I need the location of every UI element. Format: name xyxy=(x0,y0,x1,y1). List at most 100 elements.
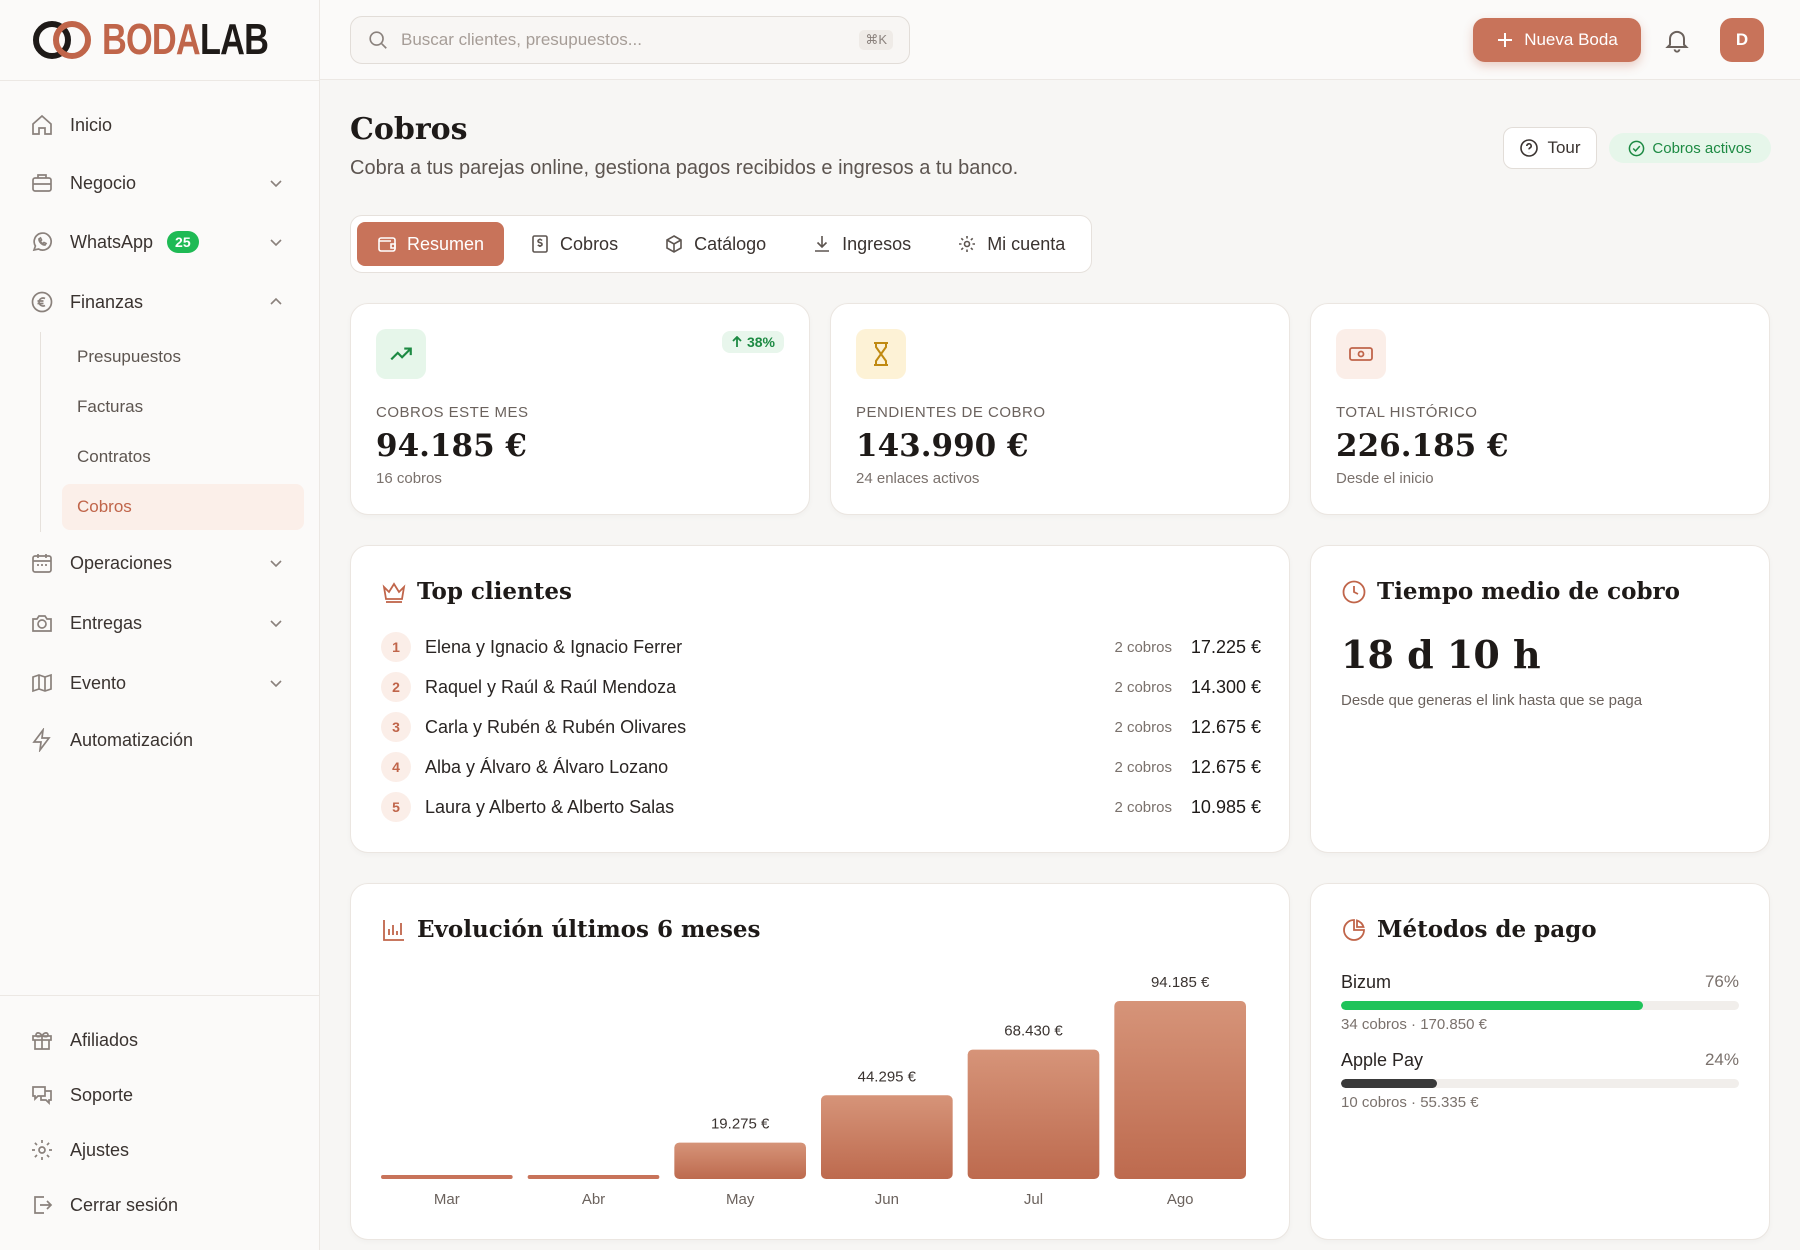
sidebar-item-whatsapp[interactable]: WhatsApp 25 xyxy=(30,222,292,262)
home-icon xyxy=(32,114,52,135)
sidebar-item-label: Soporte xyxy=(70,1084,134,1105)
client-count: 2 cobros xyxy=(1114,758,1172,776)
stat-label: TOTAL HISTÓRICO xyxy=(1336,404,1478,421)
bar-value-label: 94.185 € xyxy=(1151,974,1210,991)
bar-jul[interactable] xyxy=(967,1049,1100,1179)
stat-card-cobros-mes: 38% COBROS ESTE MES 94.185 € 16 cobros xyxy=(350,303,810,515)
bar-ago[interactable] xyxy=(1114,1001,1246,1179)
stat-value: 143.990 € xyxy=(856,428,1029,464)
bar-mar[interactable] xyxy=(381,1175,513,1179)
top-clients-title: Top clientes xyxy=(417,578,572,605)
table-row[interactable]: 3 Carla y Rubén & Rubén Olivares 2 cobro… xyxy=(381,712,1261,742)
table-row[interactable]: 2 Raquel y Raúl & Raúl Mendoza 2 cobros … xyxy=(381,672,1261,702)
bar-abr[interactable] xyxy=(527,1175,660,1179)
sidebar-item-label: WhatsApp xyxy=(70,231,154,252)
notification-bell-icon[interactable] xyxy=(1663,26,1691,54)
sidebar-item-cerrar-sesion[interactable]: Cerrar sesión xyxy=(30,1185,292,1225)
tour-button[interactable]: Tour xyxy=(1503,127,1597,169)
client-name: Alba y Álvaro & Álvaro Lozano xyxy=(425,756,669,777)
sidebar-item-negocio[interactable]: Negocio xyxy=(30,163,292,203)
card-title: Tiempo medio de cobro xyxy=(1341,578,1680,605)
x-tick-label: Jun xyxy=(875,1191,899,1208)
package-icon xyxy=(666,235,682,253)
stat-foot: Desde el inicio xyxy=(1336,470,1434,487)
topbar: ⌘K Nueva Boda D xyxy=(320,0,1800,80)
card-title: Métodos de pago xyxy=(1341,916,1597,943)
clock-icon xyxy=(1342,580,1366,603)
search-shortcut-hint: ⌘K xyxy=(859,30,893,50)
x-tick-label: Mar xyxy=(434,1191,460,1208)
sidebar-subitem-contratos[interactable]: Contratos xyxy=(77,447,151,466)
sidebar-item-soporte[interactable]: Soporte xyxy=(30,1075,292,1115)
client-amount: 14.300 € xyxy=(1190,676,1261,697)
page-title: Cobros xyxy=(350,112,468,147)
sidebar-item-entregas[interactable]: Entregas xyxy=(30,603,292,643)
stat-value: 94.185 € xyxy=(376,428,528,464)
tab-label: Ingresos xyxy=(842,233,912,254)
sidebar-item-operaciones[interactable]: Operaciones xyxy=(30,543,292,583)
client-count: 2 cobros xyxy=(1114,798,1172,816)
payment-method-row: Apple Pay 24% 10 cobros · 55.335 € xyxy=(1341,1050,1739,1111)
tab-ingresos[interactable]: Ingresos xyxy=(792,222,931,266)
x-tick-label: May xyxy=(726,1191,755,1208)
tab-catalogo[interactable]: Catálogo xyxy=(644,222,786,266)
chevron-down-icon xyxy=(270,680,282,688)
search-bar[interactable]: ⌘K xyxy=(350,16,910,64)
calendar-icon xyxy=(32,554,52,573)
tab-resumen[interactable]: Resumen xyxy=(357,222,505,266)
page-subtitle: Cobra a tus parejas online, gestiona pag… xyxy=(350,157,1019,179)
payment-methods-title: Métodos de pago xyxy=(1377,916,1597,943)
table-row[interactable]: 5 Laura y Alberto & Alberto Salas 2 cobr… xyxy=(381,792,1261,822)
client-name: Raquel y Raúl & Raúl Mendoza xyxy=(425,676,677,697)
stat-icon-box xyxy=(1336,329,1386,379)
search-input[interactable] xyxy=(401,30,821,50)
stat-card-total-historico: TOTAL HISTÓRICO 226.185 € Desde el inici… xyxy=(1310,303,1770,515)
stat-label: PENDIENTES DE COBRO xyxy=(856,404,1046,421)
logo-text-lab: LAB xyxy=(199,15,269,64)
client-amount: 17.225 € xyxy=(1190,636,1261,657)
bar-may[interactable] xyxy=(674,1142,806,1179)
avg-time-foot: Desde que generas el link hasta que se p… xyxy=(1341,692,1643,709)
download-icon xyxy=(815,236,830,252)
chevron-down-icon xyxy=(270,620,282,628)
sidebar-item-ajustes[interactable]: Ajustes xyxy=(30,1130,292,1170)
table-row[interactable]: 1 Elena y Ignacio & Ignacio Ferrer 2 cob… xyxy=(381,632,1261,662)
tab-cobros[interactable]: Cobros xyxy=(510,222,638,266)
submenu-guide-line xyxy=(40,332,41,532)
whatsapp-icon xyxy=(32,232,52,252)
sidebar-subitem-cobros[interactable]: Cobros xyxy=(62,484,304,530)
sidebar-item-automatizacion[interactable]: Automatización xyxy=(30,720,292,760)
user-avatar[interactable]: D xyxy=(1720,18,1764,62)
rings-logo-icon xyxy=(33,21,91,59)
client-name: Carla y Rubén & Rubén Olivares xyxy=(425,716,687,737)
tab-mi-cuenta[interactable]: Mi cuenta xyxy=(937,222,1085,266)
sidebar-subitem-presupuestos[interactable]: Presupuestos xyxy=(77,347,181,366)
sidebar-item-label: Entregas xyxy=(70,612,143,633)
table-row[interactable]: 4 Alba y Álvaro & Álvaro Lozano 2 cobros… xyxy=(381,752,1261,782)
rank-number: 4 xyxy=(381,752,411,782)
sidebar-item-evento[interactable]: Evento xyxy=(30,663,292,703)
gift-icon xyxy=(32,1032,52,1050)
chevron-up-icon xyxy=(270,297,282,305)
sidebar-item-afiliados[interactable]: Afiliados xyxy=(30,1020,292,1060)
bar-jun[interactable] xyxy=(821,1095,953,1179)
brand-logo[interactable]: BODA LAB xyxy=(30,18,315,62)
briefcase-icon xyxy=(32,174,52,192)
banknote-icon xyxy=(1349,347,1373,361)
trend-value: 38% xyxy=(746,334,775,350)
stat-foot: 16 cobros xyxy=(376,470,442,487)
new-wedding-button[interactable]: Nueva Boda xyxy=(1473,18,1641,62)
payment-method-name: Bizum xyxy=(1341,972,1392,992)
new-wedding-label: Nueva Boda xyxy=(1524,30,1618,49)
whatsapp-unread-badge: 25 xyxy=(167,231,199,253)
stat-icon-box xyxy=(856,329,906,379)
client-count: 2 cobros xyxy=(1114,718,1172,736)
payment-method-foot: 10 cobros · 55.335 € xyxy=(1341,1094,1479,1111)
sidebar-item-label: Finanzas xyxy=(70,291,144,312)
sidebar-item-finanzas[interactable]: Finanzas xyxy=(30,282,292,322)
sidebar-subitem-facturas[interactable]: Facturas xyxy=(77,397,144,416)
x-tick-label: Jul xyxy=(1024,1191,1043,1208)
sidebar-item-label: Afiliados xyxy=(70,1029,139,1050)
rank-number: 2 xyxy=(381,672,411,702)
sidebar-item-inicio[interactable]: Inicio xyxy=(30,105,292,145)
